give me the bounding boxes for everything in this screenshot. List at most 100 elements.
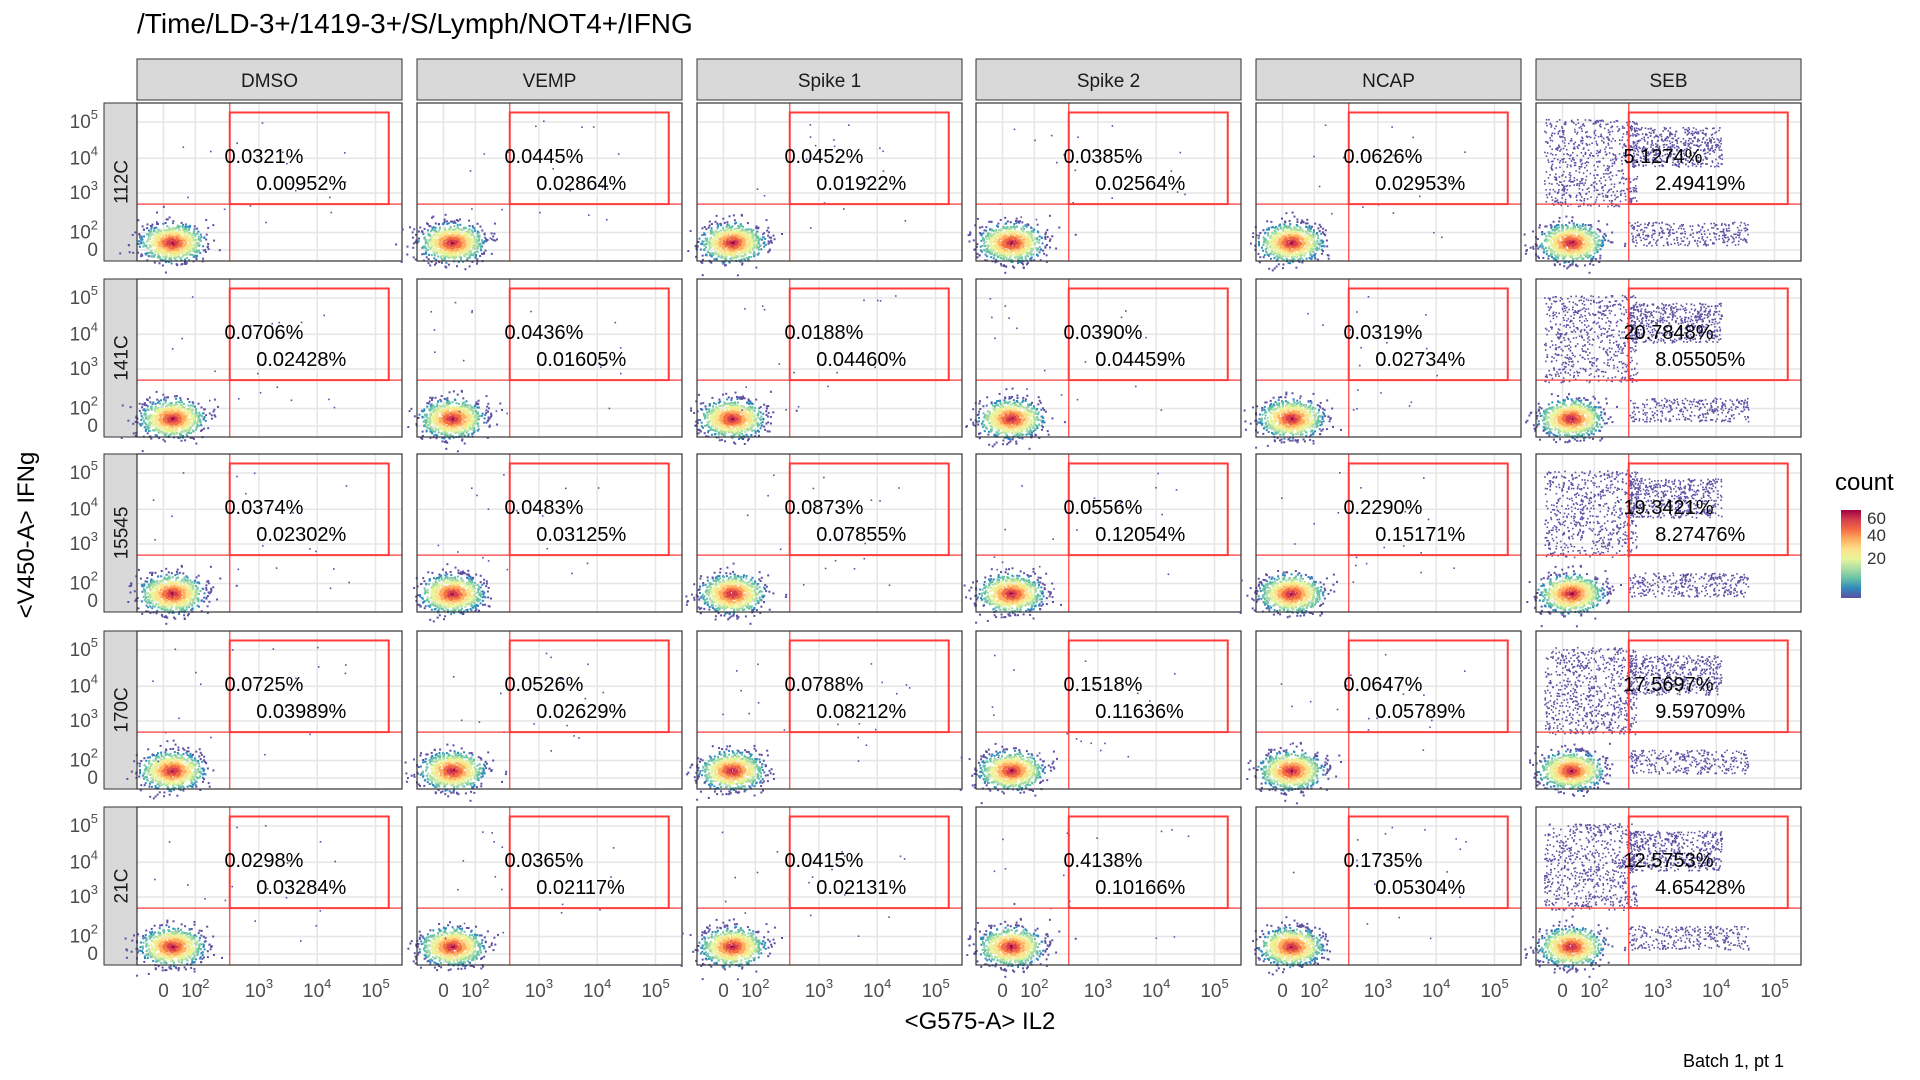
density-cell <box>427 239 429 241</box>
density-cell <box>466 240 468 242</box>
density-cell <box>144 245 146 247</box>
density-cell <box>426 256 428 258</box>
density-cell <box>491 232 493 234</box>
density-cell <box>164 250 166 252</box>
density-cell <box>453 225 455 227</box>
density-cell <box>172 232 174 234</box>
density-cell <box>177 252 179 254</box>
density-cell <box>188 226 190 228</box>
density-cell <box>456 219 458 221</box>
density-cell <box>181 250 183 252</box>
density-cell <box>460 229 462 231</box>
density-cell <box>178 229 180 231</box>
density-cell <box>186 250 188 252</box>
y-tick-label: 104 <box>70 143 98 169</box>
density-cell <box>150 228 152 230</box>
density-cell <box>421 230 423 232</box>
density-cell <box>473 236 475 238</box>
density-cell <box>166 229 168 231</box>
density-cell <box>433 257 435 259</box>
density-cell <box>425 241 427 243</box>
density-cell <box>156 250 158 252</box>
density-cell <box>198 244 200 246</box>
density-cell <box>139 237 141 239</box>
density-cell <box>473 247 475 249</box>
density-cell <box>119 252 121 254</box>
density-cell <box>430 247 432 249</box>
density-cell <box>168 258 170 260</box>
density-cell <box>153 240 155 242</box>
density-cell <box>700 249 702 251</box>
density-cell <box>481 230 483 232</box>
density-cell <box>740 256 742 258</box>
column-strip-label: Spike 2 <box>1077 71 1140 92</box>
density-cell <box>167 241 169 243</box>
density-cell <box>182 255 184 257</box>
density-cell <box>138 233 140 235</box>
density-cell <box>180 245 182 247</box>
column-strip: NCAP <box>1256 59 1521 100</box>
density-cell <box>494 223 496 225</box>
density-cell <box>458 228 460 230</box>
density-cell <box>172 222 174 224</box>
density-cell <box>440 246 442 248</box>
density-cell <box>464 236 466 238</box>
event-dot <box>552 168 554 170</box>
event-dot <box>484 153 486 155</box>
density-cell <box>153 256 155 258</box>
density-cell <box>473 244 475 246</box>
gate-percent-double: 0.02864% <box>536 173 626 195</box>
density-cell <box>477 244 479 246</box>
density-cell <box>189 254 191 256</box>
density-cell <box>433 252 435 254</box>
event-dot <box>543 120 545 122</box>
density-cell <box>189 250 191 252</box>
density-cell <box>185 223 187 225</box>
density-cell <box>193 239 195 241</box>
density-cell <box>174 236 176 238</box>
density-cell <box>450 247 452 249</box>
density-cell <box>690 230 692 232</box>
density-cell <box>476 242 478 244</box>
event-dot <box>329 197 331 199</box>
density-cell <box>460 234 462 236</box>
density-cell <box>162 241 164 243</box>
density-cell <box>184 251 186 253</box>
density-cell <box>181 252 183 254</box>
density-cell <box>423 245 425 247</box>
density-cell <box>472 226 474 228</box>
density-cell <box>443 237 445 239</box>
density-cell <box>437 255 439 257</box>
density-cell <box>466 238 468 240</box>
density-cell <box>462 237 464 239</box>
density-cell <box>191 240 193 242</box>
density-cell <box>196 228 198 230</box>
density-cell <box>418 231 420 233</box>
density-cell <box>169 252 171 254</box>
density-cell <box>199 238 201 240</box>
density-cell <box>195 239 197 241</box>
density-cell <box>442 235 444 237</box>
density-cell <box>150 235 152 237</box>
density-cell <box>445 214 447 216</box>
density-cell <box>716 231 718 233</box>
density-cell <box>140 242 142 244</box>
density-cell <box>137 219 139 221</box>
density-cell <box>412 247 414 249</box>
density-cell <box>156 236 158 238</box>
event-dot <box>535 126 537 128</box>
density-cell <box>773 235 775 237</box>
density-cell <box>191 244 193 246</box>
density-cell <box>707 251 709 253</box>
density-cell <box>459 243 461 245</box>
density-cell <box>169 216 171 218</box>
density-cell <box>460 257 462 259</box>
density-cell <box>213 240 215 242</box>
density-cell <box>148 230 150 232</box>
event-dot <box>331 212 333 214</box>
event-dot <box>606 219 608 221</box>
density-cell <box>423 253 425 255</box>
density-cell <box>147 223 149 225</box>
density-cell <box>181 222 183 224</box>
density-cell <box>142 246 144 248</box>
